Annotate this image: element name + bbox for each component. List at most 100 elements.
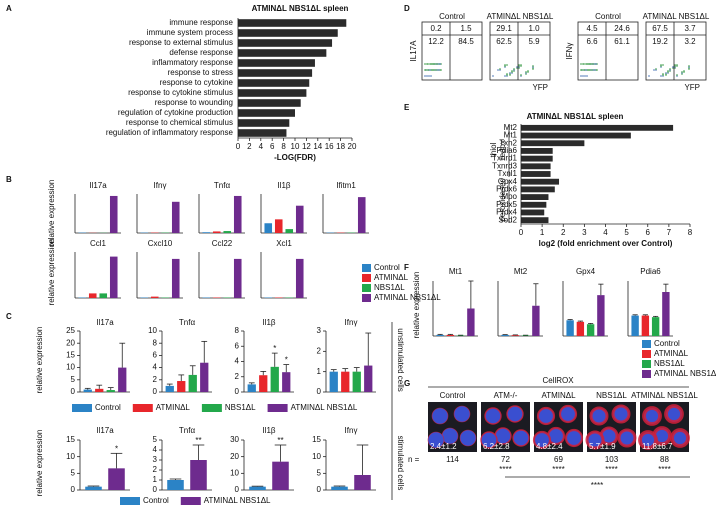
bar xyxy=(259,375,268,392)
bar xyxy=(521,148,553,154)
error-bar xyxy=(260,371,267,376)
legend-swatch xyxy=(642,350,651,358)
bar xyxy=(282,372,291,392)
x-tick-label: 2 xyxy=(561,228,566,237)
category-label: Txnrd1 xyxy=(492,154,517,163)
panel-title: Tnfα xyxy=(179,318,196,327)
facs-event xyxy=(662,64,664,66)
panel-title: Ifnγ xyxy=(154,181,167,190)
error-bar xyxy=(353,367,360,372)
y-tick-label: 20 xyxy=(66,338,75,347)
facs-event xyxy=(506,64,508,66)
significance: **** xyxy=(658,465,670,474)
facs-event xyxy=(513,68,515,70)
facs-event xyxy=(592,63,594,65)
facs-event xyxy=(580,63,582,65)
bar xyxy=(99,293,108,298)
legend-swatch xyxy=(362,264,371,272)
cellrox-value: 11.8±6.7 xyxy=(642,442,673,451)
y-tick-label: 10 xyxy=(66,363,75,372)
bar xyxy=(190,460,207,490)
cell xyxy=(585,430,605,450)
error-bar xyxy=(330,369,337,372)
y-tick-label: 1 xyxy=(317,367,322,376)
bar xyxy=(238,129,287,137)
facs-event xyxy=(588,69,590,71)
error-bar xyxy=(653,315,659,318)
facs-event xyxy=(433,63,435,65)
sample-label: ATMINΔL xyxy=(541,391,576,400)
y-tick-label: 0 xyxy=(153,387,158,396)
n-value: 114 xyxy=(446,455,459,464)
bar xyxy=(238,99,301,107)
significance: **** xyxy=(499,465,511,474)
facs-sample-label: Control xyxy=(439,12,465,21)
facs-event xyxy=(594,69,596,71)
bar xyxy=(357,197,366,233)
quadrant-value: 61.1 xyxy=(614,37,630,46)
panel-letter: D xyxy=(404,4,410,13)
legend-label: ATMINΔL NBS1ΔL xyxy=(374,293,441,302)
bar xyxy=(521,132,631,139)
category-label: response to cytokine xyxy=(160,78,234,87)
error-bar xyxy=(178,374,185,382)
bar xyxy=(238,59,315,67)
bar xyxy=(167,480,184,490)
x-tick-label: 3 xyxy=(582,228,587,237)
bar xyxy=(295,205,304,233)
category-label: response to stress xyxy=(168,68,233,77)
error-bar xyxy=(119,342,126,368)
panel-title: Mt2 xyxy=(514,267,528,276)
y-tick-label: 0 xyxy=(153,485,158,494)
y-tick-label: 5 xyxy=(71,468,76,477)
error-bar xyxy=(333,485,346,487)
error-bar xyxy=(84,387,91,390)
error-bar xyxy=(577,320,583,322)
panel-title: Ccl1 xyxy=(90,239,107,248)
facs-event xyxy=(674,64,676,66)
bar xyxy=(150,296,159,298)
facs-event xyxy=(676,64,678,66)
facs-event xyxy=(667,70,669,72)
y-tick-label: 4 xyxy=(153,363,158,372)
quadrant-value: 67.5 xyxy=(652,24,668,33)
error-bar xyxy=(271,352,278,367)
panel-title: Cxcl10 xyxy=(148,239,173,248)
cell xyxy=(480,431,498,449)
y-tick-label: 5 xyxy=(71,375,76,384)
bar xyxy=(521,155,553,162)
legend-label: Control xyxy=(95,403,121,412)
y-axis-label: relative expression xyxy=(35,430,44,497)
legend-label: NBS1ΔL xyxy=(654,359,685,368)
y-tick-label: 10 xyxy=(230,468,239,477)
panel-letter: B xyxy=(6,175,12,184)
facs-event xyxy=(580,69,582,71)
legend-swatch xyxy=(362,294,371,302)
bar xyxy=(270,366,279,392)
facs-event xyxy=(504,75,506,77)
error-bar xyxy=(567,319,573,321)
x-axis-label: log2 (fold enrichment over Control) xyxy=(539,239,673,248)
error-bar xyxy=(169,478,182,480)
y-tick-label: 0 xyxy=(317,485,322,494)
bar xyxy=(274,219,283,233)
bar xyxy=(501,334,509,336)
cell xyxy=(638,430,658,450)
sample-label: ATM-/- xyxy=(494,391,518,400)
n-value: 72 xyxy=(501,455,510,464)
cellrox-title: CellROX xyxy=(542,376,574,385)
bar xyxy=(238,19,347,27)
cellrox-value: 5.7±1.9 xyxy=(589,442,616,451)
panel-title: Il17a xyxy=(96,318,114,327)
error-bar xyxy=(356,444,369,475)
y-tick-label: 4 xyxy=(153,445,158,454)
category-label: Prdx5 xyxy=(496,200,517,209)
facs-event xyxy=(431,63,433,65)
facs-event xyxy=(426,63,428,65)
error-bar xyxy=(87,485,100,487)
significance: ** xyxy=(195,436,201,445)
group-label: redox xyxy=(498,140,507,160)
facs-event xyxy=(655,68,657,70)
panel-title: Tnfα xyxy=(214,181,231,190)
x-tick-label: 20 xyxy=(348,142,357,151)
